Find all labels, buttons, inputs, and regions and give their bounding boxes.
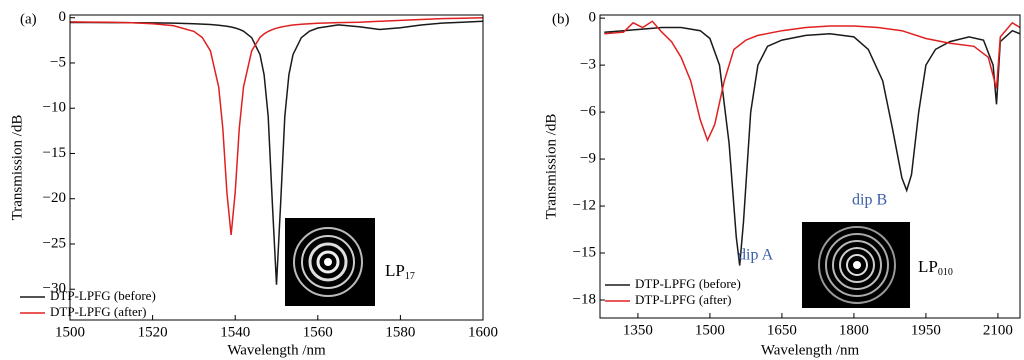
mode-main: LP [385, 261, 405, 280]
panel-label: (b) [552, 11, 570, 27]
y-tick-label: 0 [59, 9, 67, 25]
mode-label: LP010 [918, 257, 953, 278]
y-tick-label: −3 [580, 57, 596, 73]
mode-sub: 010 [938, 267, 953, 278]
x-tick-label: 1350 [623, 322, 653, 338]
x-tick-label: 1560 [303, 324, 333, 340]
y-axis-label: Transmission /dB [543, 114, 559, 220]
x-tick-label: 1600 [468, 324, 498, 340]
data-line [70, 18, 483, 235]
y-tick-label: −5 [50, 54, 66, 70]
y-tick-label: −12 [573, 197, 596, 213]
y-tick-label: −25 [43, 235, 66, 251]
legend-label: DTP-LPFG (before) [635, 276, 741, 291]
panel-label: (a) [20, 11, 37, 27]
legend-label: DTP-LPFG (after) [635, 292, 731, 307]
mode-label: LP17 [385, 261, 415, 282]
y-tick-label: −6 [580, 104, 596, 120]
figure: 1500 1520 1540 1560 1580 1600 0 −5 −10 −15 −20 −25 −… [0, 0, 1024, 360]
annotation: dip A [738, 247, 774, 264]
y-tick-label: −10 [43, 100, 66, 116]
x-tick-label: 1800 [839, 322, 869, 338]
inset-b [802, 222, 910, 308]
x-tick-label: 1520 [138, 324, 168, 340]
y-tick-label: −18 [573, 291, 596, 307]
x-tick-label: 1540 [220, 324, 250, 340]
inset-a [285, 218, 375, 306]
annotation: dip B [852, 192, 887, 209]
data-line [70, 21, 483, 284]
y-tick-label: −9 [580, 150, 596, 166]
legend-label: DTP-LPFG (after) [50, 304, 146, 319]
y-axis-label: Transmission /dB [9, 115, 25, 221]
y-tick-label: −15 [573, 244, 596, 260]
x-axis-label: Wavelength /nm [227, 342, 326, 358]
x-tick-label: 1580 [385, 324, 415, 340]
x-tick-label: 2100 [983, 322, 1013, 338]
mode-main: LP [918, 257, 938, 276]
y-tick-label: −15 [43, 145, 66, 161]
y-tick-label: −20 [43, 190, 66, 206]
x-tick-label: 1950 [911, 322, 941, 338]
legend-label: DTP-LPFG (before) [50, 288, 156, 303]
y-tick-label: 0 [589, 10, 597, 26]
x-tick-label: 1500 [695, 322, 725, 338]
x-tick-label: 1500 [55, 324, 85, 340]
x-tick-label: 1650 [767, 322, 797, 338]
mode-sub: 17 [405, 271, 415, 282]
x-axis-label: Wavelength /nm [761, 342, 860, 358]
